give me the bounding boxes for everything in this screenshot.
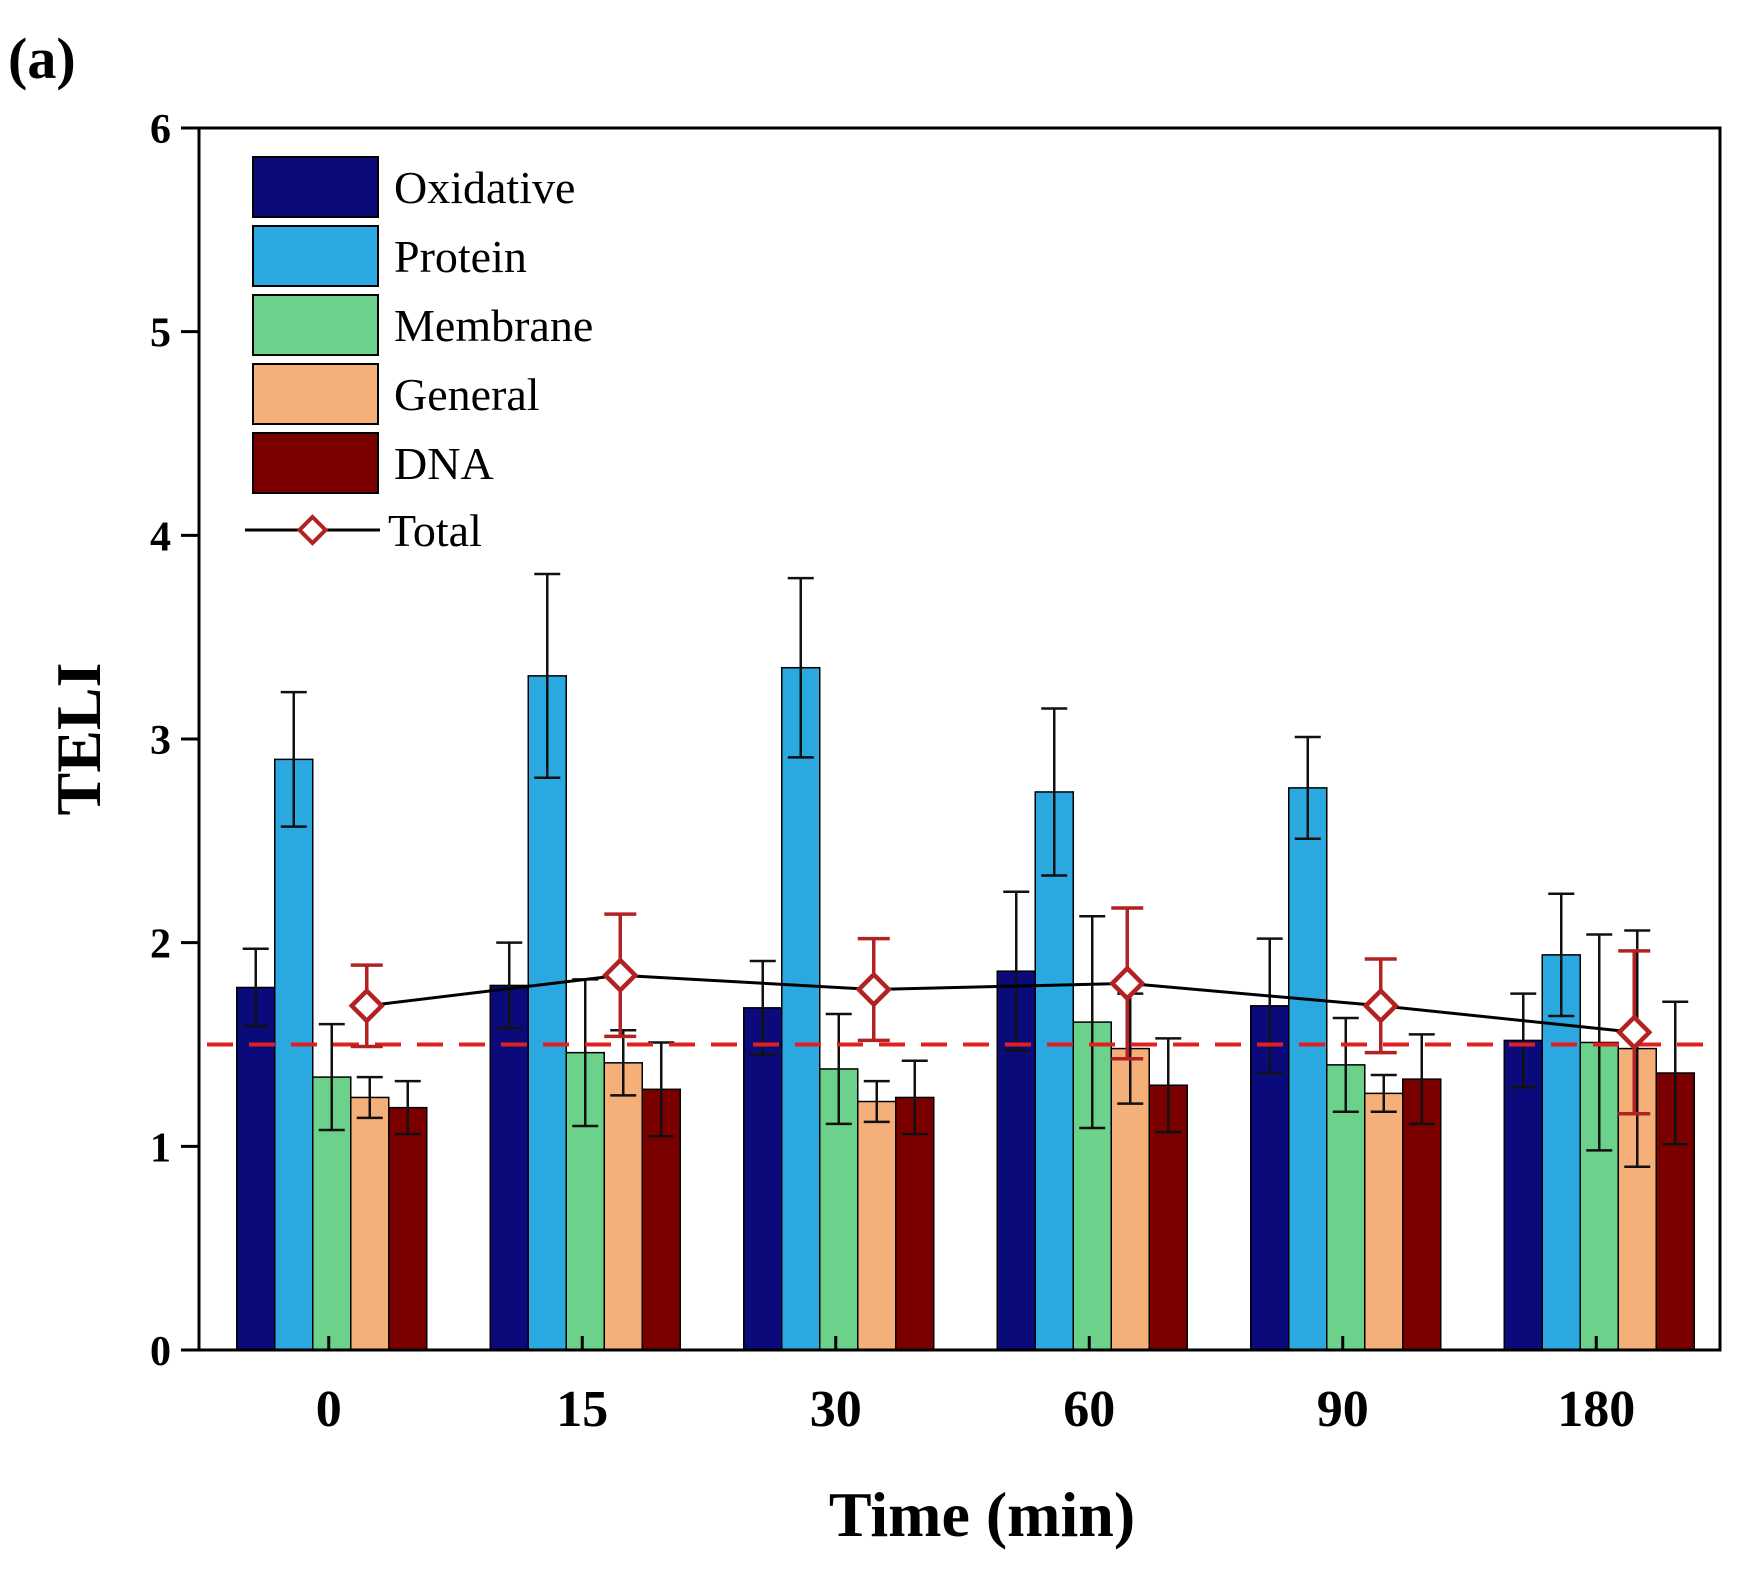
legend: Oxidative Protein Membrane General DNA Total <box>245 156 593 556</box>
x-tick-label: 90 <box>1317 1381 1369 1438</box>
y-tick-label: 3 <box>150 718 171 764</box>
y-tick-label: 0 <box>150 1329 171 1375</box>
bar-oxidative <box>489 984 529 1351</box>
bar-protein <box>1541 954 1581 1351</box>
panel-label: (a) <box>8 26 76 91</box>
legend-label: Oxidative <box>394 162 575 213</box>
legend-swatch-oxidative <box>252 156 379 218</box>
bar-protein <box>781 666 821 1351</box>
x-axis-title: Time (min) <box>829 1479 1135 1550</box>
total-series <box>348 906 1653 1116</box>
y-axis-title: TELI <box>43 663 114 816</box>
bar-general <box>857 1100 897 1351</box>
x-tick-label: 30 <box>810 1381 862 1438</box>
y-tick-label: 5 <box>150 311 171 357</box>
bar-dna <box>895 1096 935 1351</box>
y-tick-label: 6 <box>150 107 171 153</box>
total-marker <box>1362 987 1399 1024</box>
y-tick-label: 4 <box>150 514 171 560</box>
bar-series <box>236 666 1695 1351</box>
legend-swatch-membrane <box>252 294 379 356</box>
total-marker <box>348 987 385 1024</box>
legend-total-marker <box>296 514 329 546</box>
error-bars <box>242 572 1689 1168</box>
bar-protein <box>1288 787 1328 1351</box>
total-marker <box>1616 1014 1653 1051</box>
y-axis: 0 1 2 3 4 5 6 <box>150 107 199 1375</box>
legend-label: DNA <box>394 438 494 489</box>
x-tick-label: 180 <box>1557 1381 1635 1438</box>
total-marker <box>1109 965 1146 1002</box>
bar-general <box>350 1096 390 1351</box>
legend-label: Protein <box>394 231 527 282</box>
legend-swatch-protein <box>252 225 379 287</box>
legend-label: Membrane <box>394 300 593 351</box>
x-axis: 0 15 30 60 90 180 <box>316 1336 1635 1438</box>
bar-oxidative <box>743 1007 783 1351</box>
legend-label: Total <box>388 505 482 556</box>
legend-label: General <box>394 369 540 420</box>
bar-protein <box>274 758 314 1351</box>
bar-protein <box>527 675 567 1351</box>
bar-oxidative <box>236 986 276 1351</box>
y-tick-label: 2 <box>150 922 171 968</box>
bar-general <box>603 1062 643 1351</box>
legend-swatch-dna <box>252 432 379 494</box>
total-marker <box>855 971 892 1008</box>
bar-oxidative <box>1503 1039 1543 1351</box>
bar-protein <box>1034 791 1074 1351</box>
plot-frame <box>197 126 1722 1352</box>
y-tick-label: 1 <box>150 1125 171 1171</box>
total-line <box>366 973 1635 1034</box>
legend-swatch-general <box>252 363 379 425</box>
x-tick-label: 0 <box>316 1381 342 1438</box>
x-tick-label: 60 <box>1063 1381 1115 1438</box>
bar-general <box>1364 1092 1404 1351</box>
bar-dna <box>388 1106 428 1351</box>
x-tick-label: 15 <box>556 1381 608 1438</box>
total-marker <box>602 957 639 994</box>
